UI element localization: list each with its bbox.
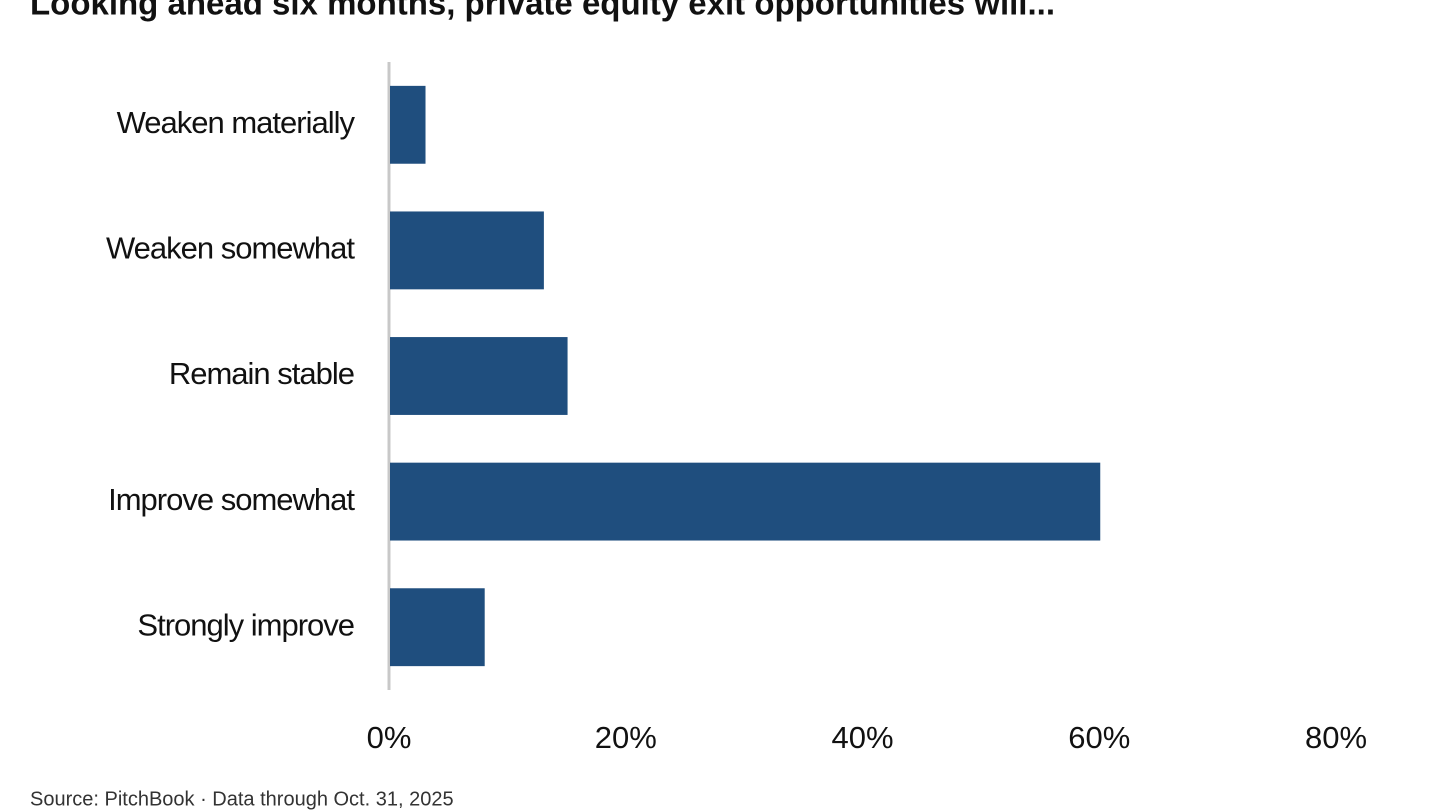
chart-title: Looking ahead six months, private equity… — [30, 0, 1055, 22]
y-tick-label: Strongly improve — [137, 607, 354, 642]
bar — [390, 211, 544, 290]
bar — [390, 588, 485, 667]
x-tick-label: 60% — [1068, 720, 1130, 755]
source-note: Source: PitchBook · Data through Oct. 31… — [30, 788, 454, 810]
x-tick-label: 80% — [1305, 720, 1367, 755]
x-tick-label: 40% — [831, 720, 893, 755]
x-tick-label: 0% — [367, 720, 412, 755]
y-tick-label: Remain stable — [169, 356, 354, 391]
bar — [390, 462, 1101, 541]
bar — [390, 337, 568, 415]
x-tick-label: 20% — [595, 720, 657, 755]
y-tick-label: Weaken materially — [117, 105, 356, 140]
y-tick-label: Weaken somewhat — [106, 231, 355, 266]
y-tick-label: Improve somewhat — [108, 482, 355, 517]
bar — [390, 85, 426, 164]
